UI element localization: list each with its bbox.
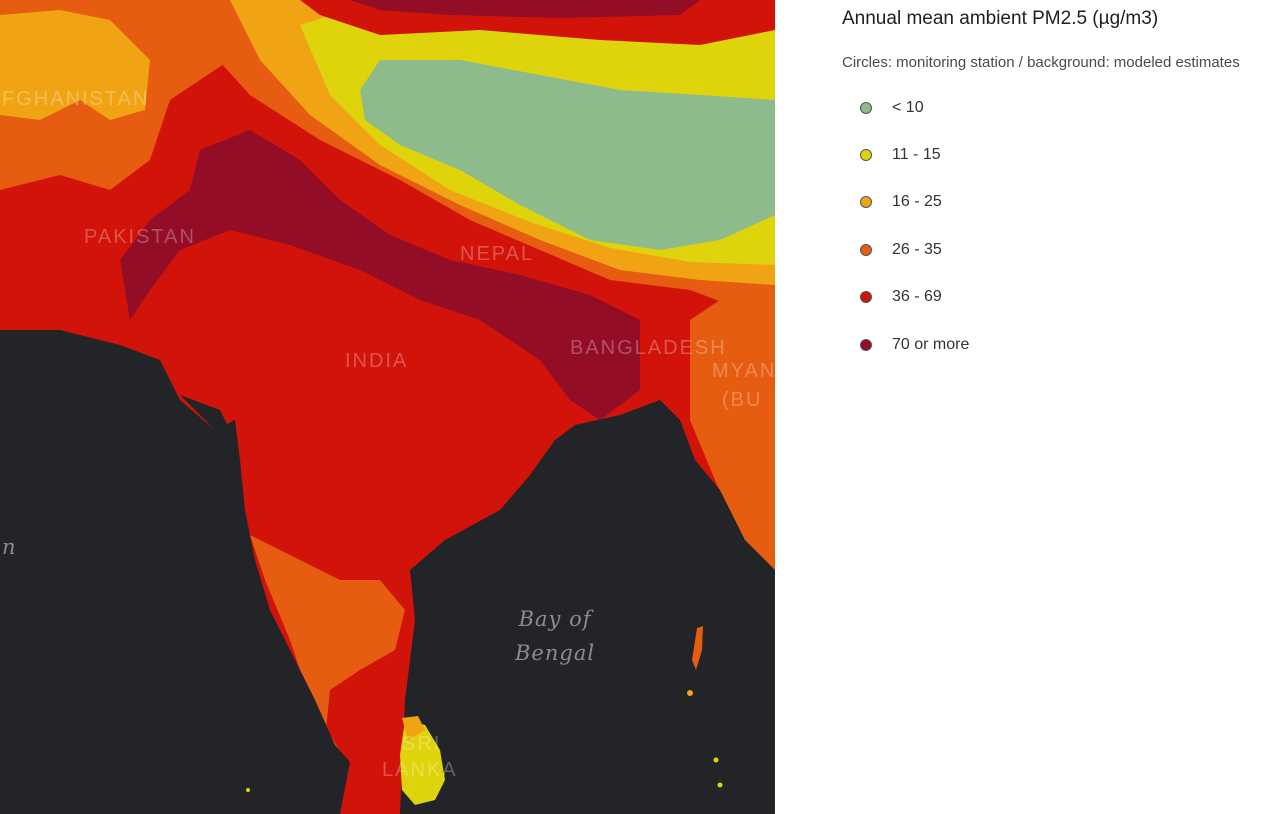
legend-item: 11 - 15 bbox=[842, 131, 1272, 178]
top-maroon-strip bbox=[350, 0, 700, 18]
legend-swatch-icon bbox=[860, 291, 872, 304]
legend-label: < 10 bbox=[892, 98, 924, 116]
legend-label: 26 - 35 bbox=[892, 240, 942, 258]
gulf-of-khambhat bbox=[180, 395, 235, 440]
afghan-amber-zone bbox=[0, 10, 150, 120]
legend-items: < 10 11 - 15 16 - 25 26 - 35 36 - 69 70 or mo… bbox=[842, 84, 1272, 368]
legend-label: 36 - 69 bbox=[892, 288, 942, 306]
legend-swatch-icon bbox=[860, 149, 872, 162]
sri-lanka-amber bbox=[402, 716, 425, 740]
island-dot bbox=[246, 788, 250, 792]
legend-item: 36 - 69 bbox=[842, 274, 1272, 321]
legend-swatch-icon bbox=[860, 243, 872, 256]
legend-label: 16 - 25 bbox=[892, 193, 942, 211]
arabian-sea bbox=[0, 330, 350, 814]
legend-swatch-icon bbox=[860, 196, 872, 209]
label-afghanistan: FGHANISTAN bbox=[2, 88, 150, 110]
legend-panel: Annual mean ambient PM2.5 (µg/m3) Circle… bbox=[842, 8, 1272, 368]
tibet-green-zone bbox=[360, 60, 775, 250]
gangetic-maroon-zone bbox=[120, 130, 640, 420]
legend-label: 70 or more bbox=[892, 335, 970, 353]
south-india-orange-zone bbox=[250, 535, 405, 760]
legend-label: 11 - 15 bbox=[892, 146, 941, 164]
legend-item: < 10 bbox=[842, 84, 1272, 131]
label-burma: (BU bbox=[722, 389, 763, 411]
label-sri: SRI bbox=[402, 733, 442, 755]
label-bay-of-bengal: Bay of Bengal bbox=[515, 602, 595, 670]
label-bay-line1: Bay of bbox=[518, 607, 592, 631]
island-dot bbox=[687, 690, 693, 696]
sri-lanka bbox=[400, 720, 445, 805]
legend-swatch-icon bbox=[860, 338, 872, 351]
legend-subtitle: Circles: monitoring station / background… bbox=[842, 54, 1240, 71]
island-dot bbox=[717, 782, 723, 788]
bay-of-bengal bbox=[400, 400, 775, 814]
label-bangladesh: BANGLADESH bbox=[570, 337, 727, 359]
label-bay-line2: Bengal bbox=[515, 641, 596, 665]
legend-item: 26 - 35 bbox=[842, 226, 1272, 273]
label-arabian-sea-fragment: n bbox=[2, 535, 17, 559]
label-nepal: NEPAL bbox=[460, 243, 535, 265]
legend-title: Annual mean ambient PM2.5 (µg/m3) bbox=[842, 8, 1159, 29]
pm25-map[interactable]: FGHANISTAN PAKISTAN NEPAL INDIA BANGLADE… bbox=[0, 0, 775, 814]
andaman-islands bbox=[692, 626, 703, 670]
legend-swatch-icon bbox=[860, 101, 872, 114]
myanmar-orange-zone bbox=[690, 290, 775, 570]
label-pakistan: PAKISTAN bbox=[84, 226, 196, 248]
island-dot bbox=[713, 757, 719, 763]
map-canvas bbox=[0, 0, 775, 814]
legend-item: 16 - 25 bbox=[842, 179, 1272, 226]
legend-item: 70 or more bbox=[842, 321, 1272, 368]
label-india: INDIA bbox=[345, 350, 409, 372]
label-myanmar: MYAN bbox=[712, 360, 775, 382]
label-lanka: LANKA bbox=[382, 759, 458, 781]
